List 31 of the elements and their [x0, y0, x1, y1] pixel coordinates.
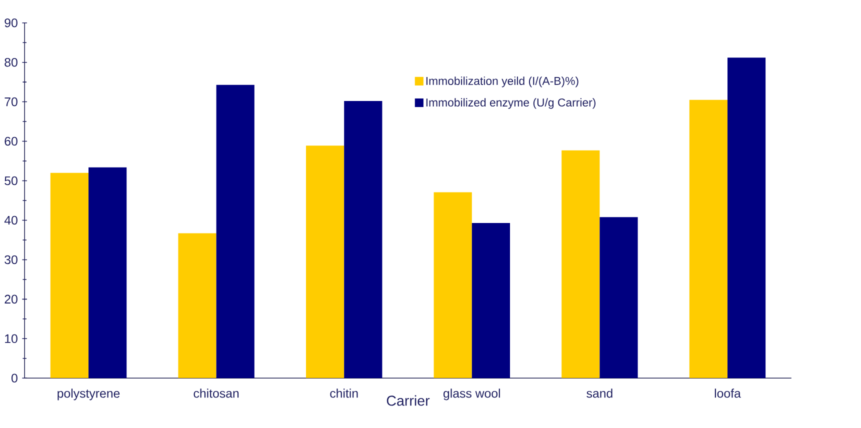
- y-tick-label: 20: [4, 294, 18, 304]
- x-tick-label: polystyrene: [58, 388, 120, 400]
- bar: [472, 223, 510, 378]
- bar: [600, 217, 638, 378]
- legend-label: Immobilization yeild (I/(A-B)%): [426, 76, 578, 88]
- bar: [344, 101, 382, 378]
- y-tick-label: 60: [4, 137, 18, 146]
- bar: [178, 233, 216, 378]
- y-tick-label: 80: [4, 58, 18, 67]
- y-tick-label: 10: [5, 334, 18, 344]
- x-axis-title: Carrier: [386, 395, 430, 406]
- bar: [306, 146, 344, 378]
- x-tick-label: loofa: [714, 388, 741, 398]
- y-tick-label: 30: [4, 255, 18, 264]
- x-tick-label: glass wool: [444, 388, 500, 400]
- bar: [50, 173, 89, 378]
- y-tick-label: 90: [4, 18, 18, 28]
- y-tick-label: 40: [4, 216, 18, 225]
- y-tick-label: 70: [4, 98, 18, 106]
- x-tick-label: chitosan: [194, 388, 239, 398]
- x-tick-label: sand: [586, 388, 612, 398]
- y-tick-label: 50: [4, 176, 18, 186]
- y-tick-label: 0: [12, 374, 18, 383]
- bar: [689, 100, 728, 378]
- bar: [216, 84, 254, 378]
- x-tick-label: chitin: [330, 388, 358, 398]
- legend-label: Immobilized enzyme (U/g Carrier): [426, 98, 596, 109]
- bar: [562, 150, 600, 378]
- bar: [434, 192, 472, 378]
- bar: [88, 167, 127, 378]
- bar: [727, 58, 766, 378]
